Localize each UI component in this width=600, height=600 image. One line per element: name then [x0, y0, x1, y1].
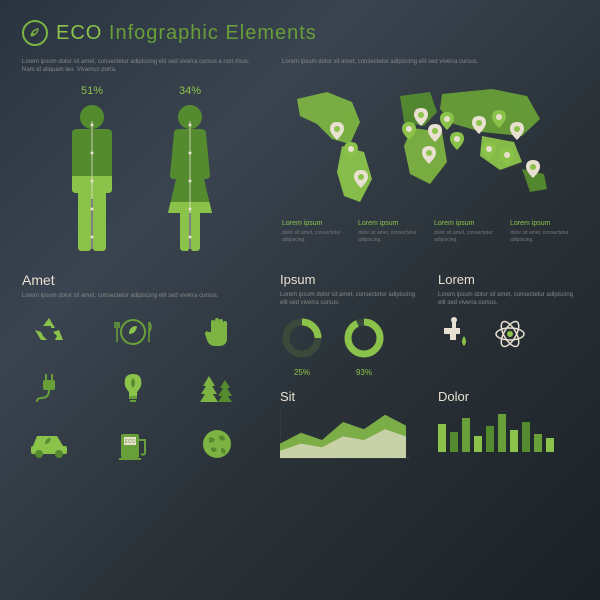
sit-panel: Sit — [280, 389, 420, 466]
map-pin — [440, 112, 454, 126]
bar — [546, 438, 554, 452]
map-pin — [510, 122, 524, 136]
map-pin — [472, 116, 486, 130]
map-column: Lorem ipsumdolor sit amet, consectetur a… — [282, 220, 350, 243]
donut-2: 93% — [342, 316, 386, 377]
bar — [498, 414, 506, 452]
lorem-description: Lorem ipsum dolor sit amet, consectetur … — [438, 291, 578, 308]
lorem-title: Lorem — [438, 272, 578, 287]
bar — [510, 430, 518, 452]
plug-icon — [22, 366, 76, 410]
bar — [450, 432, 458, 452]
leaf-logo-icon — [22, 20, 48, 46]
hand-icon — [190, 310, 244, 354]
page-title: ECO Infographic Elements — [56, 22, 317, 45]
male-figure: 51% — [58, 85, 126, 258]
plate-leaf-icon — [106, 310, 160, 354]
trees-icon — [190, 366, 244, 410]
map-pin — [354, 170, 368, 184]
lorem-panel: Lorem Lorem ipsum dolor sit amet, consec… — [438, 272, 578, 378]
donut-1: 25% — [280, 316, 324, 377]
globe-icon — [190, 422, 244, 466]
map-pin — [330, 122, 344, 136]
header: ECO Infographic Elements — [22, 20, 578, 46]
eco-car-icon — [22, 422, 76, 466]
map-column: Lorem ipsumdolor sit amet, consectetur a… — [358, 220, 426, 243]
female-figure: 34% — [154, 85, 226, 258]
map-description: Lorem ipsum dolor sit amet, consectetur … — [282, 58, 578, 66]
bar — [474, 436, 482, 452]
faucet-icon — [438, 316, 474, 352]
recycle-icon — [22, 310, 76, 354]
area-chart — [280, 410, 420, 465]
ipsum-description: Lorem ipsum dolor sit amet, consectetur … — [280, 291, 420, 308]
dolor-panel: Dolor — [438, 389, 578, 466]
male-pct: 51% — [58, 85, 126, 97]
map-panel: Lorem ipsum dolor sit amet, consectetur … — [282, 58, 578, 258]
bar — [522, 422, 530, 452]
people-panel: Lorem ipsum dolor sit amet, consectetur … — [22, 58, 262, 258]
world-map — [282, 74, 572, 214]
female-pct: 34% — [154, 85, 226, 97]
map-pin — [414, 108, 428, 122]
map-pin — [500, 148, 514, 162]
map-column: Lorem ipsumdolor sit amet, consectetur a… — [434, 220, 502, 243]
eco-fuel-icon: ECO — [106, 422, 160, 466]
bar-chart — [438, 410, 578, 452]
map-column: Lorem ipsumdolor sit amet, consectetur a… — [510, 220, 578, 243]
map-pin — [492, 110, 506, 124]
map-pin — [344, 142, 358, 156]
bar — [438, 424, 446, 452]
dolor-title: Dolor — [438, 389, 578, 404]
bar — [534, 434, 542, 452]
map-pin — [402, 122, 416, 136]
bulb-icon — [106, 366, 160, 410]
ipsum-panel: Ipsum Lorem ipsum dolor sit amet, consec… — [280, 272, 420, 378]
map-pin — [482, 142, 496, 156]
amet-title: Amet — [22, 272, 262, 288]
amet-description: Lorem ipsum dolor sit amet, consectetur … — [22, 292, 262, 300]
svg-text:ECO: ECO — [125, 439, 136, 445]
map-pin — [450, 132, 464, 146]
map-pin — [422, 146, 436, 160]
ipsum-title: Ipsum — [280, 272, 420, 287]
sit-title: Sit — [280, 389, 420, 404]
bar — [486, 426, 494, 452]
bar — [462, 418, 470, 452]
amet-panel: Amet Lorem ipsum dolor sit amet, consect… — [22, 272, 262, 466]
atom-icon — [492, 316, 528, 352]
people-description: Lorem ipsum dolor sit amet, consectetur … — [22, 58, 262, 75]
map-columns: Lorem ipsumdolor sit amet, consectetur a… — [282, 220, 578, 243]
map-pin — [526, 160, 540, 174]
